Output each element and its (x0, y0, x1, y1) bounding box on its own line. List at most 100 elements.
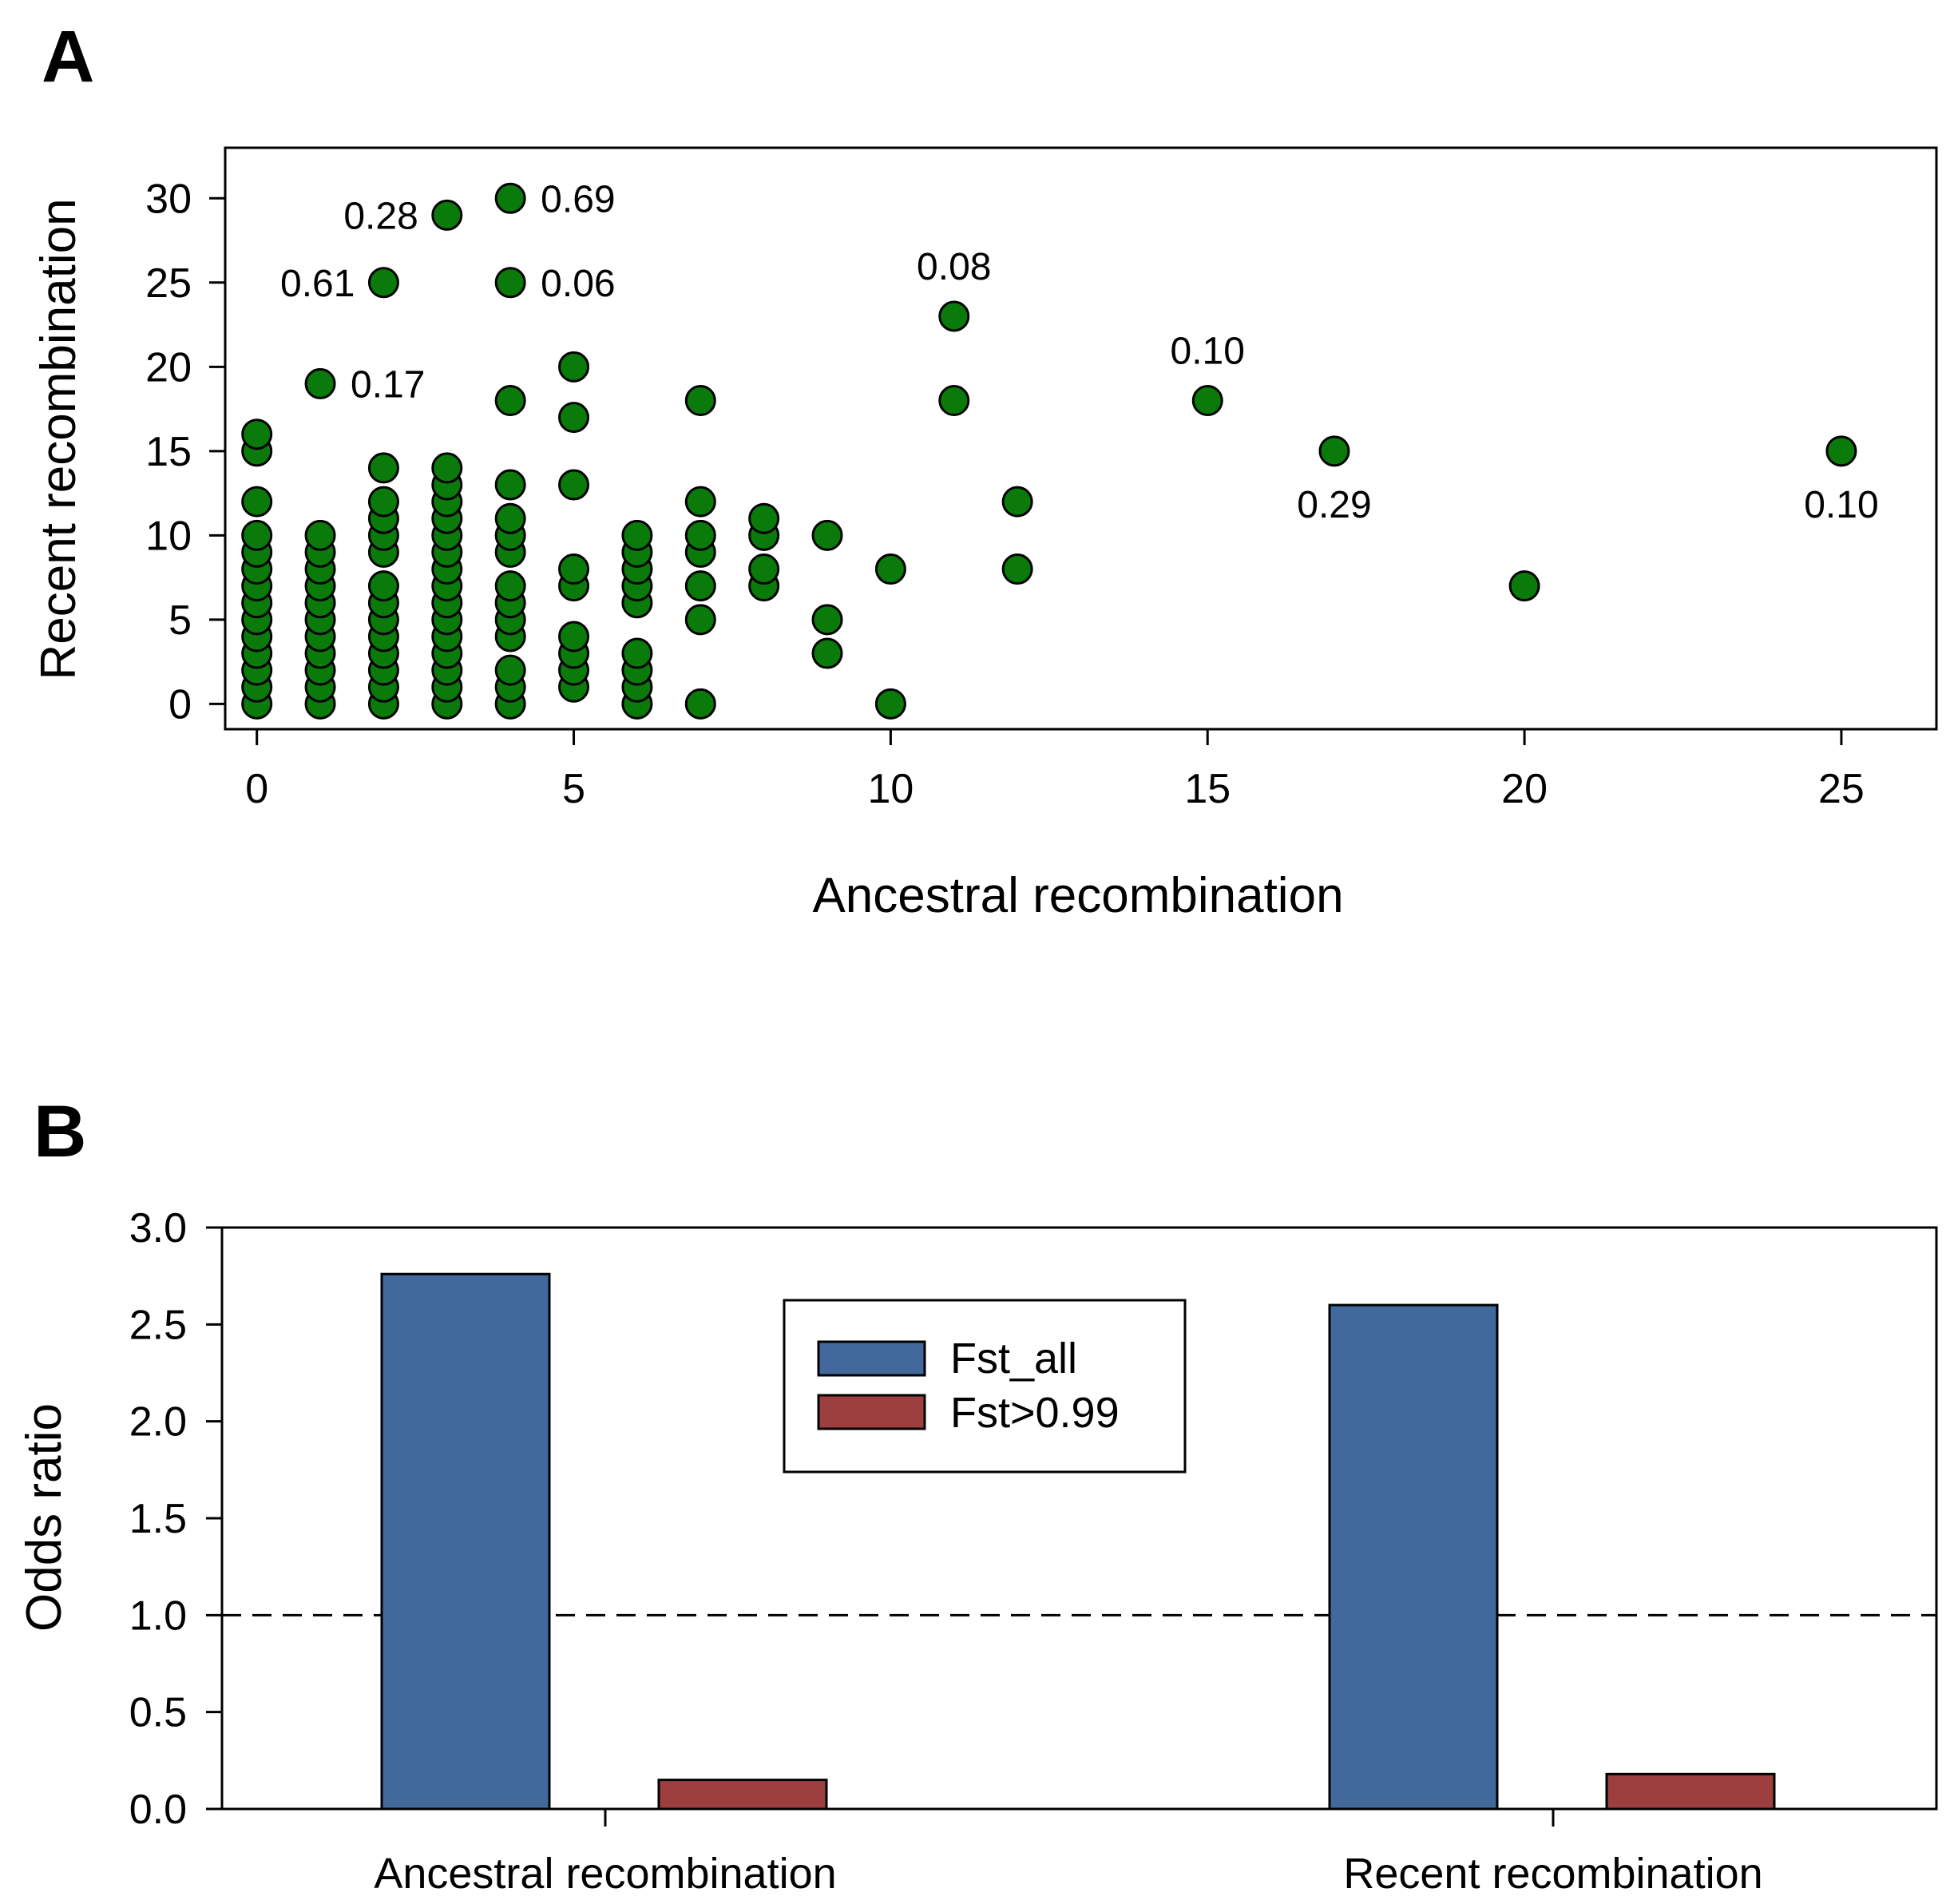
x-tick-label: 25 (1818, 766, 1865, 812)
x-tick-label: 10 (867, 766, 914, 812)
scatter-point (684, 688, 716, 720)
panel-a-letter: A (42, 16, 94, 97)
scatter-point (684, 519, 716, 551)
scatter-point (494, 385, 526, 417)
scatter-point (558, 621, 590, 653)
scatter-point (558, 351, 590, 383)
y-tick-label: 20 (145, 344, 192, 391)
scatter-point (684, 604, 716, 636)
category-label: Ancestral recombination (374, 1850, 836, 1898)
scatter-point (558, 553, 590, 585)
y-tick-label: 2.0 (129, 1399, 187, 1446)
scatter-point (874, 688, 906, 720)
scatter-point (367, 570, 399, 602)
y-tick-label: 25 (145, 260, 192, 307)
x-tick-label: 20 (1501, 766, 1548, 812)
scatter-point (558, 402, 590, 434)
scatter-point (241, 519, 273, 551)
y-tick-label: 2.5 (129, 1302, 187, 1348)
point-annotation: 0.10 (1804, 484, 1878, 526)
point-annotation: 0.29 (1297, 484, 1371, 526)
scatter-points (241, 182, 1857, 720)
x-tick-label: 0 (245, 766, 268, 812)
scatter-point (431, 199, 463, 231)
scatter-x-axis-title: Ancestral recombination (812, 868, 1343, 923)
scatter-point (494, 570, 526, 602)
bar-fst-099 (657, 1779, 828, 1811)
scatter-point (494, 654, 526, 686)
scatter-point (1508, 570, 1540, 602)
panel-b-letter: B (34, 1091, 86, 1172)
point-annotation: 0.17 (351, 363, 425, 406)
scatter-point (367, 267, 399, 299)
scatter-point (1825, 435, 1857, 467)
bar-fst-all (1328, 1303, 1499, 1811)
scatter-point (367, 452, 399, 484)
scatter-point (811, 604, 843, 636)
scatter-point (1001, 486, 1033, 518)
legend-label-fst-all: Fst_all (950, 1335, 1077, 1382)
legend: Fst_all Fst>0.99 (783, 1299, 1187, 1474)
bar-fst-099 (1605, 1772, 1776, 1811)
legend-swatch-fst-099 (817, 1394, 926, 1430)
scatter-point (874, 553, 906, 585)
y-tick-label: 0.5 (129, 1690, 187, 1736)
scatter-point (304, 367, 336, 399)
scatter-point (241, 418, 273, 450)
scatter-point (621, 637, 653, 669)
point-annotation: 0.61 (280, 263, 355, 305)
scatter-point (684, 486, 716, 518)
point-annotation: 0.28 (343, 195, 418, 237)
scatter-annotations: 0.28 0.69 0.61 0.06 0.17 0.08 0.10 0.29 0.10 (280, 178, 1879, 526)
y-tick-label: 5 (168, 597, 192, 644)
y-tick-label: 10 (145, 513, 192, 559)
scatter-point (304, 519, 336, 551)
scatter-point (558, 469, 590, 501)
legend-label-fst-099: Fst>0.99 (950, 1389, 1120, 1437)
scatter-point (494, 267, 526, 299)
point-annotation: 0.10 (1171, 331, 1245, 373)
scatter-point (811, 519, 843, 551)
scatter-point (684, 385, 716, 417)
y-tick-label: 0.0 (129, 1787, 187, 1833)
scatter-point (1001, 553, 1033, 585)
bar-chart: 0.0 0.5 1.0 1.5 2.0 2.5 3.0 Ancestral recombina… (129, 1205, 1938, 1898)
y-tick-label: 3.0 (129, 1205, 187, 1251)
legend-box (783, 1299, 1187, 1474)
scatter-point (811, 637, 843, 669)
bars (380, 1272, 1776, 1811)
scatter-axes: 0 5 10 15 20 25 0 5 10 15 20 25 30 (145, 176, 1865, 812)
y-tick-label: 1.0 (129, 1593, 187, 1639)
y-tick-label: 30 (145, 176, 192, 222)
scatter-point (621, 519, 653, 551)
y-tick-label: 1.5 (129, 1496, 187, 1542)
x-tick-label: 5 (562, 766, 585, 812)
scatter-point (494, 469, 526, 501)
scatter-point (748, 553, 780, 585)
point-annotation: 0.69 (541, 178, 615, 220)
bar-axes: 0.0 0.5 1.0 1.5 2.0 2.5 3.0 Ancestral recombina… (129, 1205, 1763, 1898)
scatter-point (494, 182, 526, 214)
scatter-point (494, 502, 526, 534)
point-annotation: 0.06 (541, 263, 615, 305)
y-tick-label: 0 (168, 681, 192, 728)
category-label: Recent recombination (1343, 1850, 1762, 1898)
bar-fst-all (380, 1272, 551, 1811)
scatter-plot-area (224, 146, 1938, 731)
scatter-point (938, 385, 970, 417)
y-tick-label: 15 (145, 429, 192, 475)
scatter-point (1318, 435, 1350, 467)
point-annotation: 0.08 (917, 246, 991, 288)
scatter-point (938, 300, 970, 332)
scatter-point (367, 486, 399, 518)
scatter-point (748, 502, 780, 534)
scatter-point (1191, 385, 1223, 417)
legend-swatch-fst-all (817, 1340, 926, 1377)
x-tick-label: 15 (1184, 766, 1231, 812)
scatter-y-axis-title: Recent recombination (31, 198, 86, 680)
bar-y-axis-title: Odds ratio (17, 1403, 72, 1632)
scatter-point (241, 486, 273, 518)
scatter-point (684, 570, 716, 602)
